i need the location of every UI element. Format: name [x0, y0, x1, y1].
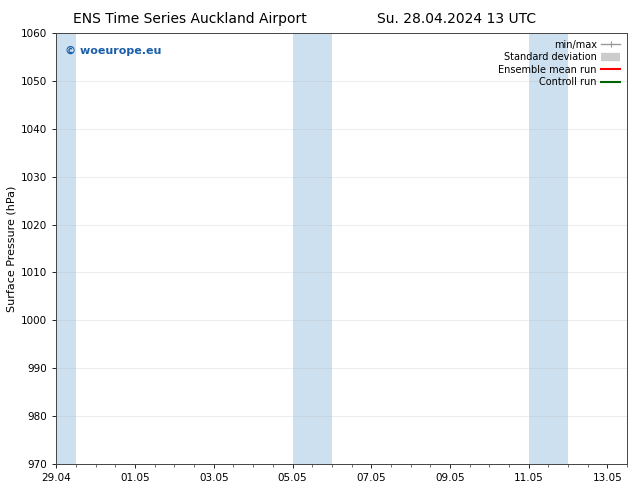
- Bar: [529, 33, 568, 464]
- Y-axis label: Surface Pressure (hPa): Surface Pressure (hPa): [7, 185, 17, 312]
- Text: ENS Time Series Auckland Airport: ENS Time Series Auckland Airport: [74, 12, 307, 26]
- Text: © woeurope.eu: © woeurope.eu: [65, 46, 161, 56]
- Legend: min/max, Standard deviation, Ensemble mean run, Controll run: min/max, Standard deviation, Ensemble me…: [496, 38, 622, 89]
- Bar: [292, 33, 332, 464]
- Text: Su. 28.04.2024 13 UTC: Su. 28.04.2024 13 UTC: [377, 12, 536, 26]
- Bar: [56, 33, 76, 464]
